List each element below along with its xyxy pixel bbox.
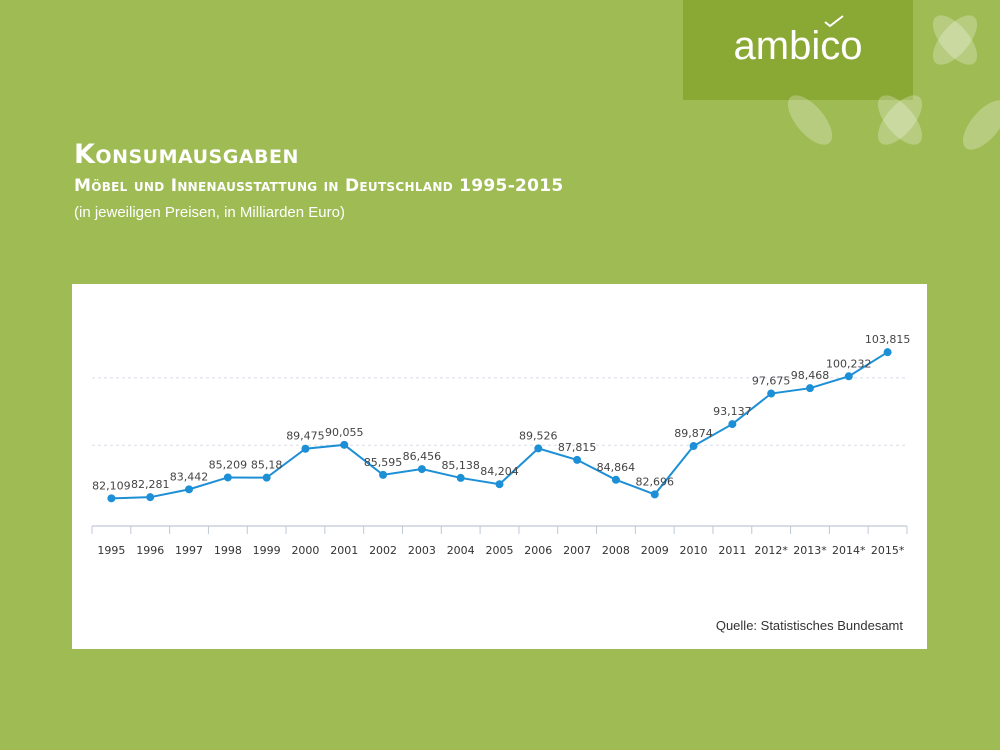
- data-point: [805, 384, 814, 393]
- data-point: [689, 442, 698, 451]
- data-point: [534, 444, 543, 453]
- data-label: 82,109: [92, 479, 130, 492]
- chart-panel: 1995 1996 1997 1998 1999 2000 2001 2002 2003 2004…: [72, 284, 927, 649]
- data-label: 84,864: [597, 461, 636, 474]
- data-label: 89,475: [286, 430, 325, 443]
- data-point: [495, 480, 504, 489]
- x-tick-label: 2000: [291, 544, 319, 557]
- x-tick-label: 2012*: [754, 544, 788, 557]
- x-tick-label: 2001: [330, 544, 358, 557]
- data-point: [301, 444, 310, 453]
- x-tick-label: 2011: [718, 544, 746, 557]
- data-label: 89,526: [519, 429, 558, 442]
- source-note: Quelle: Statistisches Bundesamt: [715, 618, 903, 633]
- brand-name: ambico: [733, 24, 863, 68]
- x-tick-label: 2013*: [793, 544, 827, 557]
- x-tick-label: 2003: [408, 544, 436, 557]
- page-subtitle: Möbel und Innenausstattung in Deutschlan…: [74, 176, 564, 196]
- data-label: 82,281: [131, 478, 170, 491]
- data-point: [223, 473, 232, 482]
- data-point: [456, 473, 465, 482]
- x-tick-label: 2015*: [871, 544, 905, 557]
- data-label: 87,815: [558, 441, 597, 454]
- x-tick-label: 2002: [369, 544, 397, 557]
- data-point: [728, 420, 737, 429]
- x-tick-label: 2009: [641, 544, 669, 557]
- data-point: [883, 348, 892, 357]
- data-label: 85,595: [364, 456, 403, 469]
- data-label: 82,696: [635, 475, 674, 488]
- x-tick-label: 1999: [253, 544, 281, 557]
- data-label: 98,468: [791, 369, 830, 382]
- data-label: 85,18: [251, 459, 283, 472]
- data-label: 100,232: [826, 357, 872, 370]
- line-chart: 1995 1996 1997 1998 1999 2000 2001 2002 2003 2004…: [91, 333, 911, 557]
- x-tick-label: 1995: [97, 544, 125, 557]
- brand-logo: ambico: [683, 0, 913, 100]
- data-point: [262, 473, 271, 482]
- x-tick-label: 2004: [447, 544, 475, 557]
- x-tick-label: 2010: [680, 544, 708, 557]
- data-label: 89,874: [674, 427, 713, 440]
- data-point: [611, 475, 620, 484]
- x-tick-label: 2007: [563, 544, 591, 557]
- checkmark-icon: [824, 15, 844, 28]
- data-point: [844, 372, 853, 381]
- leaf-decoration: [787, 15, 1000, 150]
- data-point: [573, 455, 582, 464]
- x-tick-label: 2005: [486, 544, 514, 557]
- data-point: [340, 440, 349, 449]
- x-tick-label: 2008: [602, 544, 630, 557]
- x-tick-label: 2014*: [832, 544, 866, 557]
- data-point: [417, 465, 426, 474]
- data-label: 84,204: [480, 465, 519, 478]
- data-label: 103,815: [865, 333, 911, 346]
- x-tick-label: 2006: [524, 544, 552, 557]
- data-point: [107, 494, 116, 503]
- data-label: 97,675: [752, 375, 791, 388]
- unit-note: (in jeweiligen Preisen, in Milliarden Eu…: [74, 204, 345, 221]
- data-label: 85,209: [209, 458, 248, 471]
- data-label: 83,442: [170, 470, 209, 483]
- data-point: [650, 490, 659, 499]
- data-label: 93,137: [713, 405, 752, 418]
- x-tick-label: 1997: [175, 544, 203, 557]
- data-label: 85,138: [441, 459, 480, 472]
- data-point: [185, 485, 194, 494]
- data-label: 90,055: [325, 426, 364, 439]
- data-point: [379, 470, 388, 479]
- data-label: 86,456: [403, 450, 442, 463]
- data-point: [146, 493, 155, 502]
- x-tick-label: 1998: [214, 544, 242, 557]
- page-title: Konsumausgaben: [74, 139, 299, 170]
- x-tick-label: 1996: [136, 544, 164, 557]
- data-point: [767, 389, 776, 398]
